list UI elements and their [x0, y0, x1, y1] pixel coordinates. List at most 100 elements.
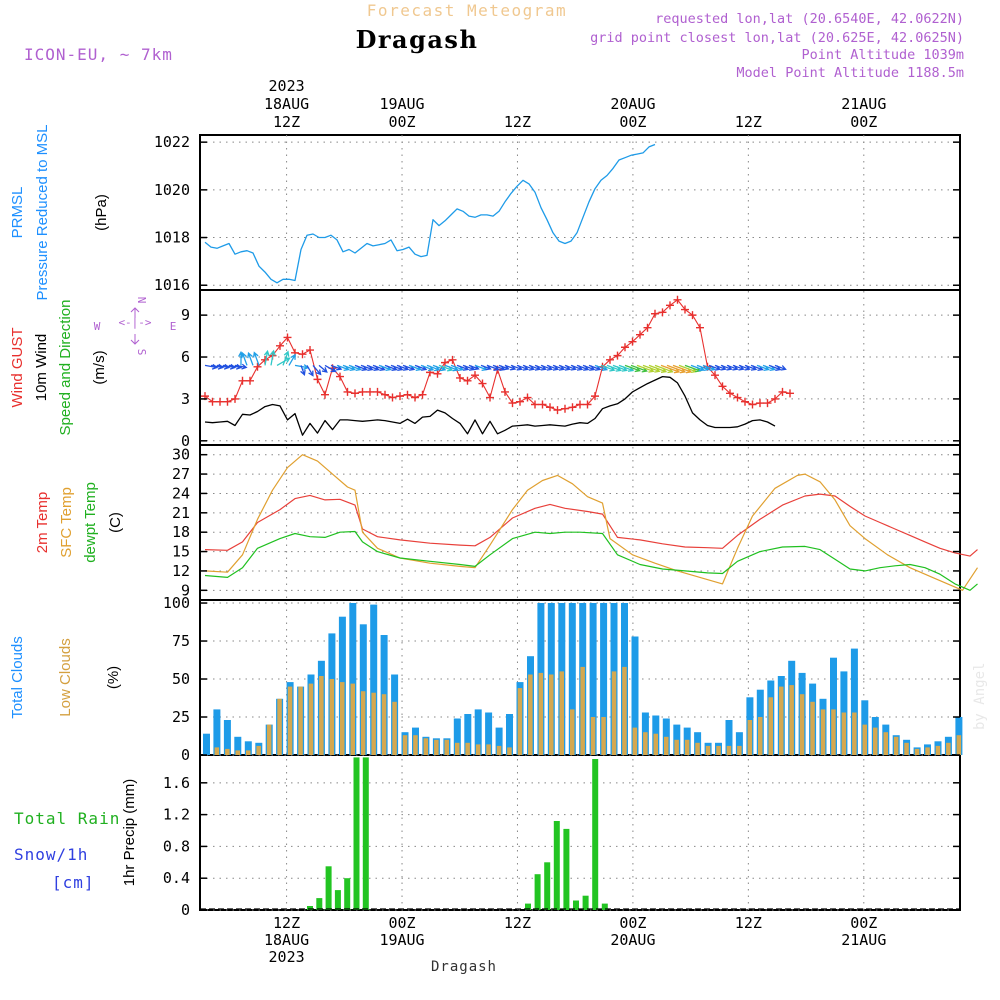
- gust-marker: [306, 346, 314, 355]
- panel-label-wind: (m/s): [91, 350, 108, 384]
- low-cloud-bar: [298, 686, 303, 755]
- header: Forecast Meteogram Dragash ICON-EU, ~ 7k…: [24, 1, 988, 975]
- y-tick-label-clouds: 100: [163, 594, 190, 612]
- gust-marker: [733, 393, 742, 402]
- low-cloud-bar: [475, 744, 481, 755]
- y-tick-label-temperature: 18: [172, 523, 190, 541]
- wind-direction-arrow: [288, 353, 296, 366]
- panel-label-temperature: dewpt Temp: [82, 482, 99, 563]
- rain-bar: [307, 906, 313, 910]
- total-cloud-bar: [589, 603, 597, 755]
- panel-frame-pressure: [199, 134, 961, 291]
- wind-direction-arrow: [318, 364, 328, 373]
- low-cloud-bar: [329, 679, 335, 755]
- low-cloud-bar: [893, 736, 899, 755]
- total-cloud-bar: [735, 732, 743, 755]
- gust-marker: [448, 355, 457, 364]
- low-cloud-bar: [705, 745, 711, 755]
- wind-direction-arrow: [247, 351, 254, 366]
- gust-marker: [636, 330, 644, 339]
- low-cloud-bar: [841, 712, 847, 755]
- credit-label: by Angel: [972, 663, 988, 730]
- gust-marker: [246, 376, 254, 385]
- low-cloud-bar: [507, 747, 512, 755]
- low-cloud-bar: [779, 686, 784, 755]
- grid-point-coords: grid point closest lon,lat (20.625E, 42.…: [590, 30, 964, 46]
- bottom-time-tick-label: 00Z: [850, 914, 877, 932]
- y-tick-label-temperature: 9: [181, 581, 190, 599]
- low-cloud-bar: [632, 727, 638, 755]
- panel-label-wind: Wind GUST: [9, 327, 26, 407]
- panel-frame-precip: [199, 754, 961, 911]
- low-cloud-bar: [716, 745, 721, 755]
- total-cloud-bar: [725, 720, 733, 755]
- low-cloud-bar: [528, 674, 533, 755]
- panel-label-temperature: SFC Temp: [58, 487, 75, 558]
- gust-marker: [658, 308, 667, 317]
- panel-label-wind: Speed and Direction: [57, 300, 74, 436]
- total-cloud-bar: [464, 714, 472, 755]
- requested-coords: requested lon,lat (20.6540E, 42.0622N): [655, 11, 964, 27]
- compass-arrows: <-|->: [118, 316, 151, 329]
- gust-marker: [561, 404, 569, 413]
- low-cloud-bar: [580, 666, 585, 755]
- low-cloud-bar: [831, 709, 836, 755]
- gust-marker: [696, 323, 704, 332]
- top-time-tick-label: 20AUG: [610, 95, 655, 113]
- gust-marker: [718, 382, 727, 391]
- gust-marker: [516, 397, 524, 406]
- low-cloud-bar: [308, 683, 314, 755]
- gust-marker: [538, 400, 547, 409]
- top-time-tick-label: 18AUG: [264, 95, 309, 113]
- bottom-time-tick-label: 20AUG: [610, 931, 655, 949]
- gust-marker: [778, 387, 787, 396]
- y-tick-label-precip: 0.4: [163, 869, 190, 887]
- total-cloud-bar: [830, 657, 837, 755]
- gust-marker: [651, 309, 659, 318]
- y-tick-label-wind: 0: [181, 432, 190, 450]
- rain-bar: [534, 874, 541, 910]
- gust-marker: [343, 387, 352, 396]
- top-time-tick-label: 12Z: [273, 113, 300, 131]
- gust-marker: [321, 390, 329, 399]
- panel-label-pressure: PRMSL: [9, 187, 26, 239]
- series-line-temperature: [204, 530, 978, 591]
- bottom-time-tick-label: 12Z: [735, 914, 762, 932]
- y-tick-label-precip: 0: [181, 901, 190, 919]
- gust-marker: [253, 362, 262, 371]
- series-line-wind: [204, 375, 776, 436]
- wind-direction-arrow: [282, 350, 290, 366]
- rain-bar: [582, 895, 589, 910]
- panel-frame-temperature: [199, 444, 961, 601]
- gust-marker: [456, 373, 464, 382]
- panel-label-wind: 10m Wind: [33, 334, 50, 402]
- bottom-time-tick-label: 2023: [269, 948, 305, 966]
- y-tick-label-clouds: 25: [172, 708, 190, 726]
- low-cloud-bar: [517, 688, 523, 755]
- panel-label-pressure: (hPa): [93, 194, 110, 231]
- total-cloud-bar: [506, 714, 513, 755]
- gust-marker: [381, 390, 389, 399]
- wind-direction-arrow: [300, 365, 306, 376]
- low-cloud-bar: [914, 748, 920, 755]
- panel-label-temperature: 2m Temp: [34, 492, 51, 553]
- compass-south: S: [135, 349, 148, 356]
- low-cloud-bar: [444, 739, 449, 755]
- low-cloud-bar: [768, 697, 773, 755]
- gust-marker: [351, 389, 359, 398]
- rain-bar: [544, 862, 551, 910]
- low-cloud-bar: [852, 712, 857, 755]
- low-cloud-bar: [246, 750, 251, 755]
- low-cloud-bar: [434, 739, 439, 755]
- gust-marker: [666, 301, 674, 310]
- y-tick-label-clouds: 75: [172, 632, 190, 650]
- gust-marker: [276, 341, 284, 350]
- total-cloud-bar: [244, 741, 252, 755]
- gust-marker: [478, 379, 487, 388]
- model-altitude: Model Point Altitude 1188.5m: [736, 65, 964, 81]
- low-cloud-bar: [277, 698, 282, 755]
- total-cloud-bar: [359, 624, 367, 755]
- rain-bar: [525, 903, 531, 910]
- rain-bar: [334, 890, 341, 910]
- low-cloud-bar: [340, 682, 345, 755]
